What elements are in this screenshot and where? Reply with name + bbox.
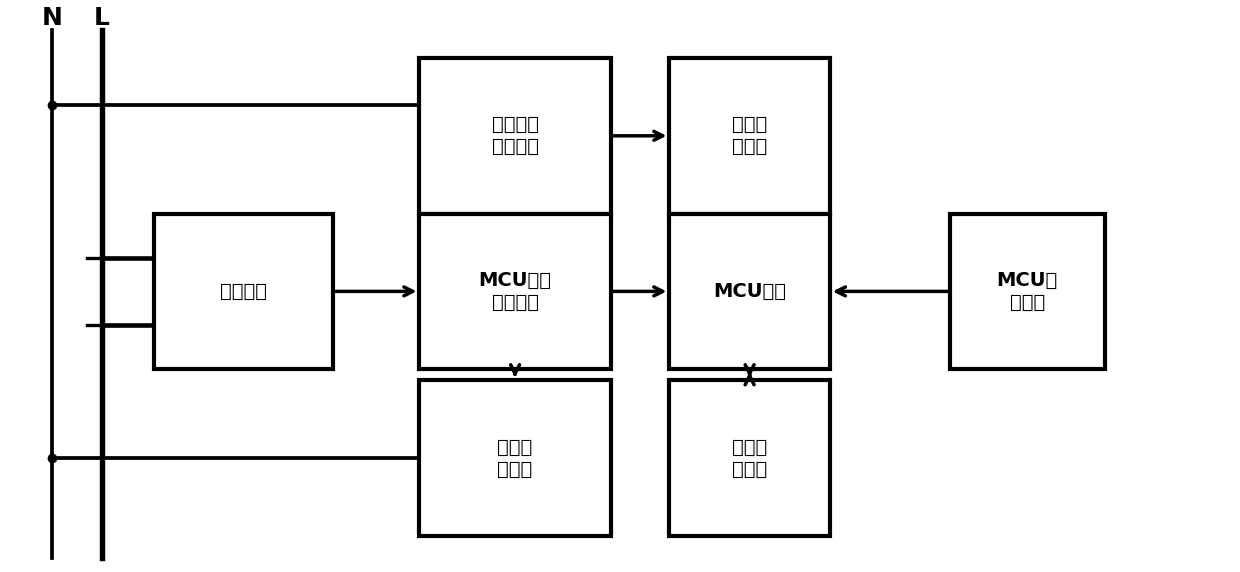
Text: 电机驱
动电路: 电机驱 动电路 <box>497 438 533 479</box>
Bar <box>419 213 611 369</box>
Bar <box>154 213 334 369</box>
Bar <box>670 213 830 369</box>
Text: L: L <box>93 6 109 30</box>
Text: 人机界
面电路: 人机界 面电路 <box>732 438 768 479</box>
Bar <box>670 58 830 213</box>
Text: 电源电路: 电源电路 <box>219 282 267 301</box>
Text: 位置反
馈电路: 位置反 馈电路 <box>732 116 768 156</box>
Bar <box>419 58 611 213</box>
Bar <box>670 380 830 536</box>
Text: 电压采样
电源电路: 电压采样 电源电路 <box>491 116 538 156</box>
Text: MCU电路: MCU电路 <box>713 282 786 301</box>
Text: MCU工作
电源电路: MCU工作 电源电路 <box>479 271 552 312</box>
Text: N: N <box>42 6 62 30</box>
Bar <box>419 380 611 536</box>
Text: MCU所
需电路: MCU所 需电路 <box>997 271 1058 312</box>
Bar <box>950 213 1105 369</box>
